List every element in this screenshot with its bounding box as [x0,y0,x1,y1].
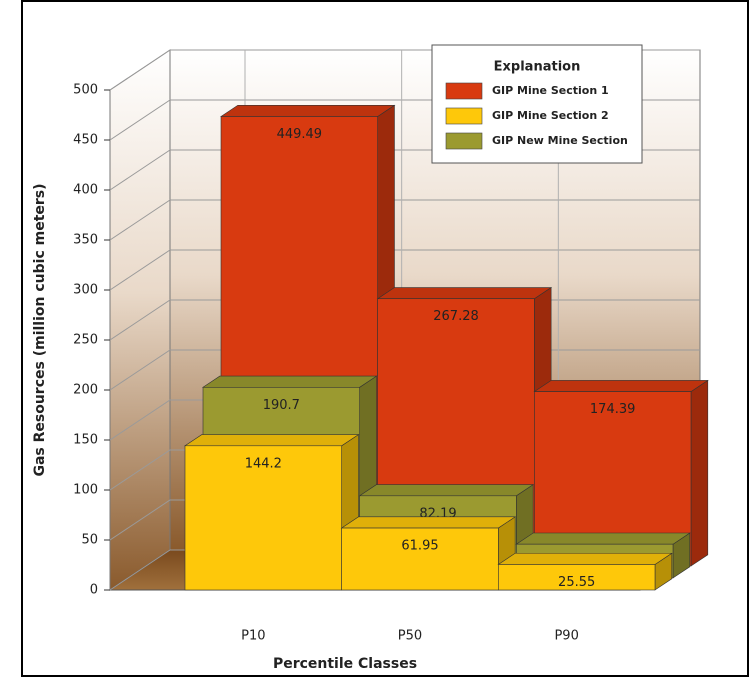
value-label: 174.39 [590,402,636,417]
grid-line [109,199,700,241]
bar [341,527,499,591]
legend-swatch [445,107,483,125]
bar [498,564,656,591]
value-label: 144.2 [245,456,282,471]
y-tick-label: 450 [73,133,98,148]
bar-top [533,380,709,392]
bar-top [202,375,378,388]
value-label: 449.49 [277,127,323,142]
bar-top [220,105,396,117]
value-label: 190.7 [263,398,300,413]
bar [184,445,342,591]
value-label: 25.55 [558,575,595,590]
y-tick-label: 150 [73,433,98,448]
bar-top [497,552,673,565]
x-axis-title: Percentile Classes [273,656,417,672]
plot-area: 0 50 100 150 200 250 300 350 400 450 500 449.49 267.… [73,44,709,644]
bar-top [515,532,691,545]
y-tick-label: 500 [73,83,98,98]
y-tick-label: 0 [90,583,98,598]
y-tick-label: 100 [73,483,98,498]
bar-side [690,379,709,567]
bar-top [358,484,535,497]
y-tick-label: 400 [73,183,98,198]
x-tick-label: P50 [398,629,422,644]
y-tick-label: 350 [73,233,98,248]
bar-top [340,516,517,529]
legend-label: GIP Mine Section 1 [492,84,609,97]
legend-swatch [445,82,483,100]
y-tick-label: 200 [73,383,98,398]
value-label: 267.28 [433,309,479,324]
grid-line [109,249,700,291]
legend-title: Explanation [494,60,581,75]
legend-label: GIP Mine Section 2 [492,109,609,122]
legend-swatch [445,132,483,150]
y-tick-label: 250 [73,333,98,348]
value-label: 61.95 [401,539,438,554]
x-tick-label: P10 [241,629,265,644]
y-axis-title: Gas Resources (million cubic meters) [32,183,48,476]
x-tick-label: P90 [554,629,578,644]
y-tick-label: 300 [73,283,98,298]
bar-top [184,434,360,447]
bar-top [376,287,553,300]
y-tick-label: 50 [81,533,98,548]
legend-label: GIP New Mine Section [492,134,628,147]
